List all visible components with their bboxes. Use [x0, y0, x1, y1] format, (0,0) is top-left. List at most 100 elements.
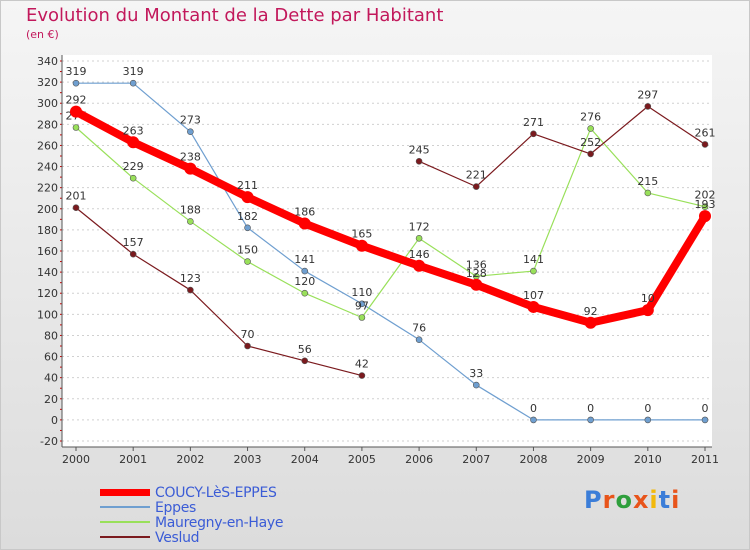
data-label: 245 — [409, 143, 430, 156]
legend-label: Veslud — [155, 530, 200, 546]
data-point — [244, 224, 251, 232]
data-point — [415, 157, 423, 165]
y-tick-label: 320 — [37, 76, 58, 89]
x-tick-label: 2011 — [691, 453, 719, 466]
logo-letter: o — [615, 486, 633, 514]
data-label: 201 — [66, 190, 87, 203]
data-label: 215 — [637, 175, 658, 188]
proxiti-logo: Proxiti — [584, 486, 680, 514]
y-tick-label: 340 — [37, 55, 58, 68]
data-label: 276 — [580, 111, 601, 124]
data-point — [644, 103, 652, 110]
data-point — [641, 304, 654, 317]
data-point — [187, 286, 194, 294]
series-line — [75, 207, 363, 377]
data-point — [127, 136, 140, 149]
data-point — [358, 300, 366, 308]
data-label: 0 — [644, 402, 651, 415]
legend-swatch — [100, 489, 150, 496]
data-point — [244, 258, 251, 265]
data-label: 10 — [641, 292, 655, 305]
data-label: 107 — [523, 289, 544, 302]
data-point — [644, 416, 652, 424]
y-tick-label: 160 — [37, 245, 58, 258]
data-label: 141 — [523, 253, 544, 266]
data-point — [701, 416, 709, 424]
logo-letter: x — [632, 486, 650, 514]
y-tick-label: 140 — [37, 266, 58, 279]
data-label: 319 — [66, 65, 87, 78]
series-line — [418, 105, 706, 188]
x-tick-label: 2010 — [634, 453, 662, 466]
data-label: 186 — [294, 206, 315, 219]
data-point — [472, 183, 480, 190]
data-point — [415, 336, 423, 343]
logo-letter: t — [658, 486, 672, 514]
y-tick-label: 300 — [37, 97, 58, 110]
data-point — [587, 416, 594, 424]
y-tick-label: 80 — [44, 329, 58, 342]
data-label: 70 — [241, 328, 255, 341]
x-tick-label: 2005 — [348, 453, 376, 466]
data-point — [298, 217, 311, 230]
y-tick-label: -20 — [40, 435, 58, 448]
data-label: 123 — [180, 272, 201, 285]
x-tick-label: 2006 — [405, 453, 433, 466]
data-label: 193 — [695, 198, 716, 211]
y-tick-label: 20 — [44, 393, 58, 406]
legend-label: Mauregny-en-Haye — [155, 515, 284, 531]
y-tick-label: 120 — [37, 287, 58, 300]
legend-label: COUCY-LèS-EPPES — [155, 485, 277, 501]
logo-letter: i — [649, 486, 659, 514]
data-point — [301, 267, 309, 275]
data-label: 92 — [584, 305, 598, 318]
data-point — [70, 105, 82, 118]
series-line — [75, 126, 706, 319]
data-label: 188 — [180, 203, 201, 216]
data-label: 221 — [466, 169, 487, 182]
data-point — [530, 416, 537, 424]
data-point — [301, 357, 309, 365]
data-point — [129, 174, 137, 182]
x-tick-label: 2002 — [176, 453, 204, 466]
x-tick-label: 2000 — [62, 453, 90, 466]
legend-swatch — [100, 506, 150, 508]
data-label: 0 — [587, 402, 594, 415]
data-point — [358, 314, 366, 321]
data-point — [701, 141, 709, 148]
data-label: 172 — [409, 220, 430, 233]
chart-title: Evolution du Montant de la Dette par Hab… — [26, 5, 444, 26]
data-label: 128 — [466, 267, 487, 280]
data-label: 292 — [66, 94, 87, 107]
data-point — [244, 342, 251, 350]
y-tick-label: 200 — [37, 203, 58, 216]
data-point — [355, 239, 368, 252]
x-tick-label: 2003 — [234, 453, 262, 466]
data-point — [530, 130, 537, 138]
data-point — [301, 289, 309, 297]
data-label: 56 — [298, 343, 312, 356]
data-point — [584, 316, 597, 329]
data-label: 150 — [237, 244, 258, 257]
legend-label: Eppes — [155, 500, 197, 516]
data-point — [587, 125, 594, 132]
legend-swatch — [100, 521, 150, 523]
data-label: 263 — [123, 124, 144, 137]
data-label: 146 — [409, 248, 430, 261]
data-point — [527, 300, 540, 313]
data-label: 42 — [355, 358, 369, 371]
data-point — [129, 250, 137, 258]
data-point — [587, 150, 594, 158]
data-point — [358, 372, 366, 379]
data-point — [187, 218, 194, 225]
legend-swatch — [100, 536, 150, 538]
data-label: 33 — [469, 367, 483, 380]
y-tick-label: 180 — [37, 224, 58, 237]
x-tick-label: 2007 — [462, 453, 490, 466]
x-tick-label: 2008 — [519, 453, 547, 466]
data-point — [72, 204, 80, 212]
data-point — [187, 128, 194, 136]
data-label: 252 — [580, 136, 601, 149]
data-point — [72, 124, 80, 131]
